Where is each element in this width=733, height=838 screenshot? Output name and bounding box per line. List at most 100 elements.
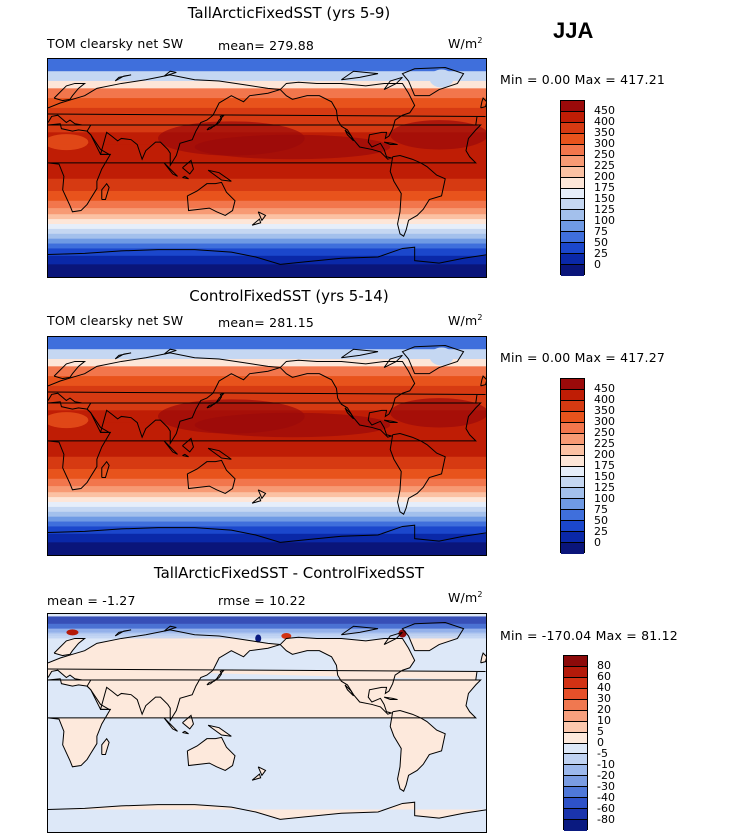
coastline — [101, 460, 110, 479]
coastline — [401, 67, 465, 97]
map-band — [48, 456, 486, 470]
colorbar-label: 100 — [594, 213, 615, 227]
colorbar-swatch — [561, 122, 584, 134]
colorbar-swatch — [561, 210, 584, 222]
map-band — [48, 511, 486, 518]
colorbar-swatch — [561, 101, 584, 112]
coastline — [383, 631, 403, 646]
panel1-minmax: Min = 0.00 Max = 417.21 — [500, 72, 666, 87]
coastline — [389, 433, 446, 515]
map-band — [48, 71, 486, 82]
colorbar-label: 300 — [594, 137, 615, 151]
colorbar-label: 100 — [594, 491, 615, 505]
coastline — [389, 710, 446, 792]
colorbar-label: 400 — [594, 115, 615, 129]
coastline — [163, 625, 177, 632]
coastline — [182, 453, 189, 458]
coastline — [344, 129, 355, 142]
panel1-variable: TOM clearsky net SW — [47, 36, 184, 51]
coastline — [401, 345, 465, 375]
colorbar-swatch — [561, 422, 584, 434]
colorbar-label: 50 — [594, 513, 608, 527]
map-band — [48, 526, 486, 535]
coastline — [207, 447, 232, 460]
colorbar-label: 125 — [594, 480, 615, 494]
map-band — [48, 81, 486, 89]
map-band — [48, 502, 486, 508]
coastline — [182, 730, 189, 735]
coastline — [389, 155, 446, 237]
colorbar-label: 450 — [594, 104, 615, 118]
colorbar-label: -40 — [597, 790, 615, 804]
colorbar-label: 20 — [597, 703, 611, 717]
arctic-band — [48, 623, 486, 633]
colorbar-label: 300 — [594, 415, 615, 429]
colorbar-label: 5 — [597, 725, 604, 739]
colorbar-label: 450 — [594, 382, 615, 396]
colorbar-swatch — [561, 477, 584, 489]
coastline — [401, 622, 465, 652]
coastline — [53, 637, 87, 657]
land-fill — [390, 710, 446, 792]
coastline — [383, 696, 398, 701]
map-ice — [429, 347, 454, 366]
colorbar-label: 0 — [594, 257, 601, 271]
arctic-band — [48, 633, 486, 639]
map-band — [48, 349, 486, 360]
colorbar-swatch — [564, 787, 587, 799]
colorbar-label: -20 — [597, 768, 615, 782]
colorbar-swatch — [561, 177, 584, 189]
map-band — [48, 178, 486, 192]
map-band — [48, 59, 486, 72]
coastline — [163, 348, 177, 355]
coastline — [163, 717, 178, 732]
colorbar-swatch — [564, 754, 587, 766]
panel2-map — [47, 336, 487, 556]
colorbar-label: 175 — [594, 459, 615, 472]
land-fill — [48, 678, 481, 767]
coastline — [341, 70, 379, 81]
colorbar-label: 25 — [594, 246, 608, 260]
coastline — [383, 419, 398, 424]
coastline — [48, 123, 482, 213]
colorbar-swatch — [561, 521, 584, 533]
map-band — [48, 233, 486, 240]
coastline — [186, 181, 236, 217]
colorbar-label: -30 — [597, 779, 615, 793]
coastline — [48, 113, 486, 126]
coastline — [182, 714, 194, 730]
panel1-mean: mean= 279.88 — [218, 38, 315, 53]
land-fill — [480, 653, 486, 663]
colorbar-swatch — [561, 232, 584, 244]
coastline — [341, 348, 379, 359]
arctic-band — [48, 628, 486, 636]
colorbar-label: 0 — [594, 535, 601, 549]
land-fill — [258, 766, 266, 776]
colorbar-swatch — [561, 265, 584, 276]
colorbar-label: 75 — [594, 224, 608, 238]
coastline — [163, 162, 178, 177]
units-exp: 2 — [477, 36, 483, 45]
map-band — [48, 219, 486, 225]
map-band — [48, 107, 486, 119]
coastline — [206, 669, 225, 686]
panel3-mean: mean = -1.27 — [47, 593, 136, 608]
coastline — [207, 724, 232, 737]
coastline — [206, 392, 225, 409]
colorbar-swatch — [561, 379, 584, 390]
units-base: W/m — [448, 590, 478, 606]
coastline — [53, 82, 87, 102]
colorbar-label: -10 — [597, 757, 615, 771]
coastline — [383, 354, 403, 369]
colorbar-swatch — [561, 400, 584, 412]
land-fill — [48, 802, 486, 820]
colorbar-swatch — [561, 499, 584, 511]
coastline — [53, 360, 87, 380]
land-fill — [182, 715, 194, 729]
coastline — [48, 246, 486, 265]
coastline — [48, 524, 486, 543]
coastline — [344, 407, 355, 420]
map-band — [48, 191, 486, 202]
coastline — [251, 496, 262, 504]
colorbar-label: 80 — [597, 659, 611, 673]
